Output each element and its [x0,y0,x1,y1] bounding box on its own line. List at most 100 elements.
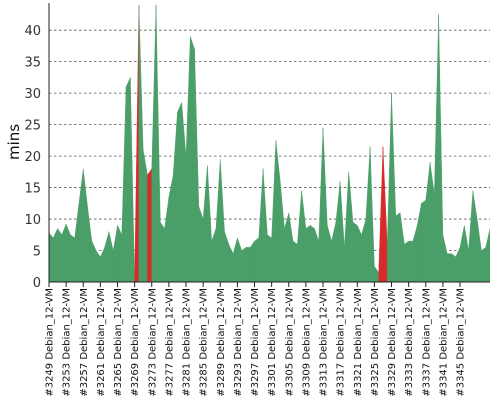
build-segment-3298 [258,168,264,282]
build-segment-3261 [100,247,105,282]
x-tick-label: #3321 Debian_12-VM [353,288,364,397]
build-segment-3290 [224,231,230,282]
build-segment-3343 [451,253,456,282]
build-segment-3323 [365,146,371,282]
build-segment-3324 [369,146,375,282]
build-segment-3278 [172,112,178,282]
build-segment-3331 [399,212,405,282]
build-segment-3334 [412,225,418,282]
x-tick-label: #3305 Debian_12-VM [284,288,295,397]
x-tick-label: #3313 Debian_12-VM [319,288,330,397]
build-segment-3252 [61,224,67,282]
build-segment-3262 [104,231,110,282]
build-segment-3271 [142,149,148,282]
build-segment-3347 [468,190,474,282]
x-tick-label: #3341 Debian_12-VM [438,288,449,397]
failed-build-segment-3327 [382,146,388,282]
build-segment-3281 [185,36,191,282]
build-segment-3338 [429,162,435,282]
build-segment-3277 [168,174,174,282]
build-segment-3285 [202,165,208,282]
build-segment-3253 [65,224,71,282]
axes [48,3,490,283]
build-segment-3330 [395,212,401,282]
x-tick-label: #3285 Debian_12-VM [199,288,210,397]
build-segment-3317 [339,181,345,282]
build-segment-3320 [352,221,358,282]
x-tick-label: #3281 Debian_12-VM [182,288,193,397]
y-tick-label-30: 30 [24,87,41,102]
x-tick-label: #3249 Debian_12-VM [45,288,56,397]
x-tick-label: #3273 Debian_12-VM [147,288,158,397]
y-tick-label-25: 25 [24,119,41,134]
y-tick-label-40: 40 [24,24,41,39]
build-segment-3311 [314,228,319,282]
build-segment-3341 [442,234,448,282]
build-segment-3348 [472,190,478,282]
build-segment-3333 [408,240,414,282]
build-segment-3283 [194,49,200,282]
x-tick-label: #3293 Debian_12-VM [233,288,244,397]
x-tick-label: #3317 Debian_12-VM [336,288,347,397]
y-tick-label-15: 15 [24,182,41,197]
build-segment-3350 [481,246,486,282]
build-segment-3349 [476,219,482,282]
build-segment-3315 [331,222,337,282]
build-segment-3302 [275,140,281,282]
build-segment-3345 [459,225,465,282]
build-segment-3319 [348,171,354,282]
build-segment-3279 [177,102,182,282]
build-segment-3344 [455,247,461,282]
build-segment-3307 [297,190,302,282]
build-segment-3260 [95,249,101,282]
build-segment-3309 [305,224,311,282]
x-tick-label: #3337 Debian_12-VM [421,288,432,397]
x-tick-labels: #3249 Debian_12-VM #3253 Debian_12-VM #325… [45,282,467,397]
build-segment-3295 [245,247,251,282]
data-area [49,5,490,282]
build-segment-3259 [91,240,97,282]
build-segment-3296 [250,240,255,282]
build-segment-3254 [70,234,75,282]
build-segment-3337 [425,162,431,282]
build-segment-3273 [151,5,157,282]
build-segment-3328 [387,93,392,282]
build-segment-3316 [335,181,341,282]
build-segment-3289 [220,159,225,282]
build-segment-3299 [262,168,268,282]
x-tick-label: #3269 Debian_12-VM [130,288,141,397]
build-segment-3336 [421,199,426,282]
build-segment-3342 [446,253,452,282]
build-segment-3258 [87,206,93,282]
x-tick-label: #3329 Debian_12-VM [387,288,398,397]
x-tick-label: #3261 Debian_12-VM [96,288,107,397]
build-segment-3305 [288,212,294,282]
build-segment-3351 [485,228,490,282]
build-segment-3314 [327,225,332,282]
build-segment-3310 [309,224,315,282]
build-segment-3300 [267,234,272,282]
y-tick-label-0: 0 [33,276,41,291]
build-segment-3250 [53,228,58,282]
build-segment-3251 [57,227,63,282]
build-segment-3255 [74,203,80,282]
build-segment-3288 [215,159,221,282]
x-tick-label: #3345 Debian_12-VM [456,288,467,397]
y-tick-label-35: 35 [24,56,41,71]
area-segments [49,5,490,282]
build-segment-3308 [301,190,307,282]
x-tick-label: #3253 Debian_12-VM [62,288,73,397]
x-tick-label: #3325 Debian_12-VM [370,288,381,397]
failed-build-segment-3326 [378,146,384,282]
build-segment-3346 [464,225,469,282]
build-segment-3264 [113,225,118,282]
failed-build-segment-3272 [147,168,152,282]
y-tick-label-5: 5 [33,245,41,260]
x-tick-label: #3301 Debian_12-VM [267,288,278,397]
build-segment-3292 [232,237,238,282]
build-segment-3282 [190,36,195,282]
x-tick-label: #3265 Debian_12-VM [113,288,124,397]
build-segment-3257 [83,168,88,282]
build-segment-3291 [228,244,234,282]
